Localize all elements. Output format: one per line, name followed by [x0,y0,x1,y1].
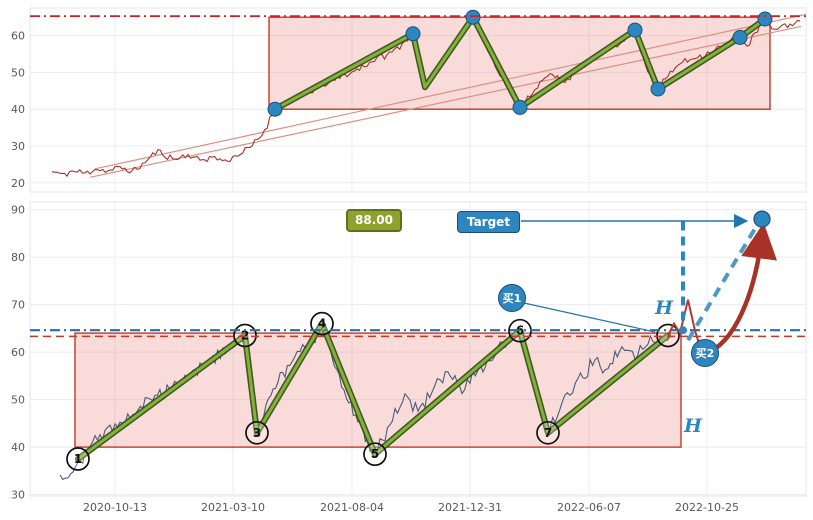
y-axis-tick-label: 60 [11,30,25,43]
y-axis-tick-label: 30 [11,140,25,153]
pivot-dot [627,22,643,38]
x-axis-tick-label: 2022-10-25 [675,501,739,514]
buy1-badge[interactable]: 买1 [498,284,526,312]
wave-point-circle [66,447,90,471]
pivot-dot [465,9,481,25]
wave-point-number: 1 [74,452,82,466]
target-label[interactable]: Target [457,211,520,233]
y-axis-tick-label: 80 [11,251,25,264]
buy2-badge[interactable]: 买2 [691,339,719,367]
buy1-pointer-line [523,302,656,333]
wave-point-number: 7 [544,426,552,440]
wave-point-circle [536,420,560,445]
y-axis-tick-label: 50 [11,394,25,407]
trend-channel-line [94,13,807,170]
y-axis-tick-label: 40 [11,103,25,116]
x-axis-tick-label: 2020-10-13 [83,501,147,514]
height-label-lower: H [684,415,702,437]
y-axis-tick-label: 60 [11,346,25,359]
y-axis-tick-label: 40 [11,441,25,454]
breakout-marker-dot [679,326,687,335]
consolidation-box [268,16,771,110]
pivot-dot [650,81,666,97]
pivot-dot [732,29,748,45]
wave-point-circle [245,420,269,445]
target-dot[interactable] [753,210,771,228]
x-axis-tick-label: 2021-03-10 [201,501,265,514]
zigzag-line [76,322,670,461]
x-axis-tick-label: 2022-06-07 [557,501,621,514]
wave-point-number: 5 [371,447,379,461]
y-axis-tick-label: 70 [11,299,25,312]
wave-point-circle [363,442,387,467]
wave-point-number: 3 [253,426,261,440]
trend-channel-line [89,25,802,178]
height-label-upper: H [655,297,673,319]
wave-point-number: 2 [241,329,249,343]
pivot-dot [512,99,528,115]
y-axis-tick-label: 30 [11,489,25,502]
y-axis-tick-label: 50 [11,66,25,79]
pivot-dot [267,101,283,117]
y-axis-tick-label: 20 [11,177,25,190]
pivot-dot [405,26,421,42]
y-axis-tick-label: 90 [11,204,25,217]
x-axis-tick-label: 2021-12-31 [438,501,502,514]
wave-point-number: 4 [318,317,326,331]
pivot-dot [757,11,773,27]
measured-move-label[interactable]: 88.00 [346,209,402,232]
x-axis-tick-label: 2021-08-04 [320,501,384,514]
